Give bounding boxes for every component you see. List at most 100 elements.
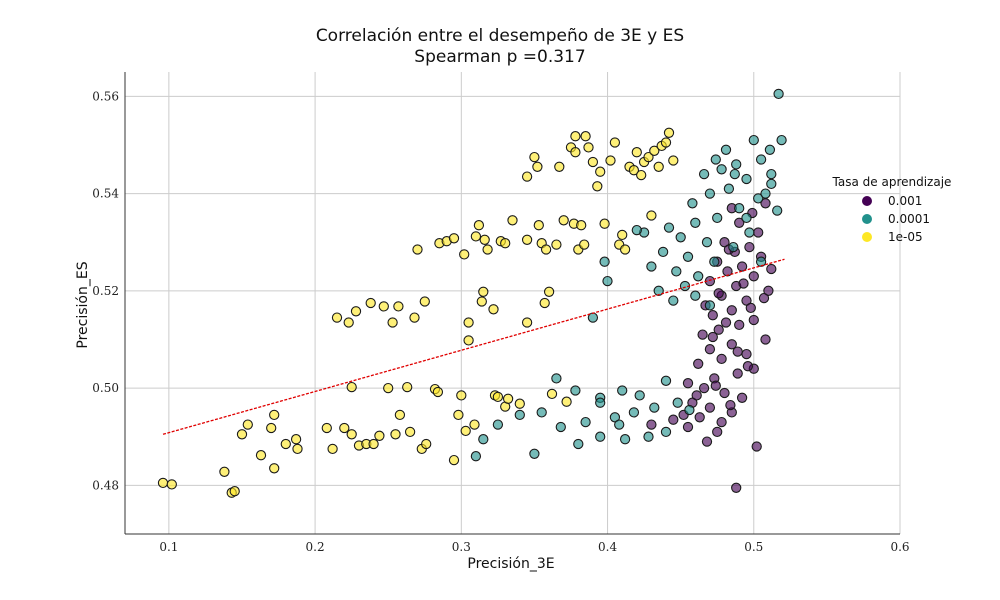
data-point (343, 317, 354, 328)
data-point (726, 305, 737, 316)
data-point (573, 438, 584, 450)
data-point (576, 220, 587, 231)
data-point (327, 443, 338, 455)
data-point (236, 429, 248, 440)
data-point (742, 361, 754, 372)
data-point (514, 409, 525, 421)
data-point (551, 239, 562, 250)
data-point (668, 414, 679, 425)
data-points (157, 88, 787, 498)
data-point (701, 436, 713, 447)
data-point (393, 301, 404, 312)
data-point (321, 422, 332, 434)
y-tick-label: 0.52 (92, 284, 119, 298)
data-point (663, 222, 675, 233)
data-point (529, 151, 540, 163)
data-point (729, 168, 740, 180)
series-0.001 (646, 198, 777, 493)
y-tick-label: 0.50 (92, 381, 119, 395)
data-point (266, 422, 277, 434)
data-point (368, 438, 379, 450)
data-point (693, 358, 704, 369)
data-point (412, 244, 423, 255)
data-point (229, 486, 240, 497)
data-point (723, 183, 735, 194)
data-point (694, 412, 705, 423)
legend-marker (862, 232, 872, 242)
data-point (764, 144, 776, 155)
data-point (643, 431, 654, 442)
data-point (365, 297, 376, 309)
data-point (657, 246, 669, 258)
data-point (540, 244, 552, 255)
data-point (432, 386, 444, 398)
data-point (459, 249, 470, 260)
data-point (766, 178, 777, 190)
data-point (634, 390, 645, 401)
data-point (470, 231, 482, 242)
data-point (653, 161, 664, 172)
data-point (731, 159, 742, 170)
data-point (492, 391, 504, 403)
data-point (609, 137, 621, 148)
data-point (478, 286, 489, 297)
data-point (394, 409, 406, 421)
data-point (748, 271, 759, 282)
chart-subtitle: Spearman p =0.317 (414, 47, 586, 67)
data-point (672, 397, 683, 408)
data-point (502, 393, 514, 404)
data-point (736, 392, 748, 403)
data-point (580, 416, 591, 428)
data-point (617, 385, 628, 396)
data-point (741, 348, 752, 360)
data-point (728, 241, 739, 253)
data-point (619, 244, 631, 255)
data-point (374, 430, 385, 441)
data-point (704, 344, 716, 355)
data-point (463, 317, 474, 328)
data-point (521, 171, 533, 182)
data-point (713, 288, 724, 299)
legend-label: 0.001 (888, 194, 922, 208)
data-point (555, 421, 566, 433)
data-point (383, 382, 394, 394)
data-point (744, 227, 755, 238)
data-point (755, 154, 767, 165)
data-point (744, 241, 755, 253)
data-point (561, 396, 572, 407)
data-point (529, 448, 540, 459)
data-point (579, 239, 590, 250)
x-tick-label: 0.5 (744, 540, 763, 554)
data-point (719, 387, 730, 399)
data-point (741, 212, 752, 224)
grid-lines (125, 72, 901, 534)
data-point (269, 409, 280, 421)
data-point (456, 390, 467, 401)
data-point (734, 319, 745, 331)
axes: 0.1 0.2 0.3 0.4 0.5 0.6 0.48 0.50 0.52 0.54 0.56 (92, 72, 910, 554)
data-point (570, 147, 581, 158)
x-axis-label: Precisión_3E (467, 556, 554, 572)
data-point (709, 256, 720, 267)
data-point (693, 271, 704, 282)
y-tick-label: 0.48 (92, 478, 119, 492)
data-point (546, 388, 558, 400)
data-point (473, 220, 485, 231)
data-point (763, 285, 774, 296)
data-point (478, 434, 489, 445)
data-point (500, 238, 511, 249)
data-point (242, 419, 253, 430)
data-point (772, 205, 783, 216)
data-point (580, 131, 591, 142)
data-point (421, 438, 432, 450)
data-point (551, 373, 562, 384)
data-point (713, 324, 724, 335)
y-tick-label: 0.56 (92, 89, 119, 103)
data-point (521, 234, 533, 245)
data-point (732, 368, 743, 379)
data-point (731, 482, 742, 493)
data-point (631, 224, 642, 236)
data-point (653, 285, 664, 296)
x-tick-label: 0.2 (306, 540, 325, 554)
data-point (587, 156, 599, 168)
